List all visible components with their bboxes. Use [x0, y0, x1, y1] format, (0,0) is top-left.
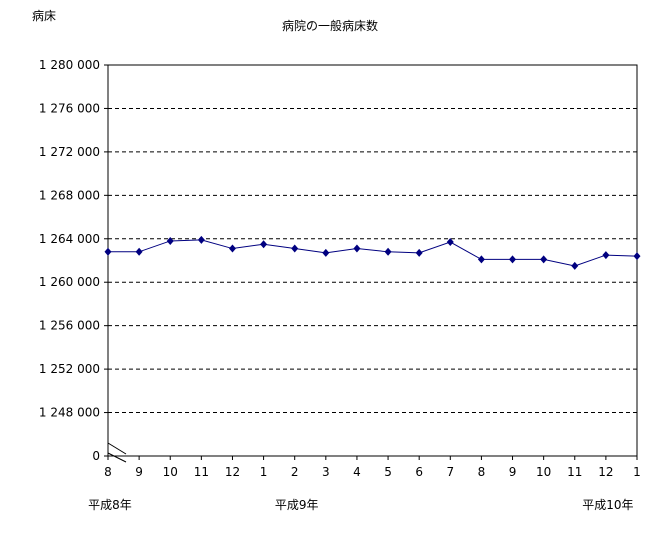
data-point: [166, 236, 174, 245]
x-tick-label: 12: [225, 465, 240, 479]
data-point: [260, 240, 268, 249]
y-tick-label: 1 264 000: [39, 232, 100, 246]
data-point: [446, 238, 454, 247]
x-tick-label: 10: [163, 465, 178, 479]
x-tick-label: 6: [415, 465, 423, 479]
data-point: [602, 251, 610, 260]
x-tick-label: 10: [536, 465, 551, 479]
year-label: 平成8年: [88, 498, 132, 512]
data-point: [104, 247, 112, 256]
year-label: 平成10年: [582, 498, 633, 512]
x-tick-label: 8: [478, 465, 486, 479]
x-tick-label: 1: [633, 465, 641, 479]
plot-border: [107, 64, 638, 457]
x-tick-label: 9: [509, 465, 517, 479]
year-label: 平成9年: [275, 498, 319, 512]
data-point: [415, 248, 423, 257]
x-tick-label: 7: [446, 465, 454, 479]
data-point: [571, 261, 579, 270]
axis-break-mark: [107, 452, 127, 463]
y-tick-label: 1 248 000: [39, 406, 100, 420]
x-tick-label: 2: [291, 465, 299, 479]
y-tick-label: 1 268 000: [39, 188, 100, 202]
data-point: [477, 255, 485, 264]
x-tick-label: 11: [567, 465, 582, 479]
data-point: [633, 252, 641, 261]
y-tick-label: 1 260 000: [39, 275, 100, 289]
y-tick-label: 1 256 000: [39, 319, 100, 333]
data-point: [135, 247, 143, 256]
data-point: [322, 248, 330, 257]
data-point: [509, 255, 517, 264]
chart-title: 病院の一般病床数: [282, 18, 378, 33]
y-tick-label: 1 252 000: [39, 362, 100, 376]
x-tick-label: 12: [598, 465, 613, 479]
data-point: [197, 235, 205, 244]
x-tick-label: 4: [353, 465, 361, 479]
y-tick-label: 0: [92, 449, 100, 463]
data-point: [228, 244, 236, 253]
x-tick-label: 3: [322, 465, 330, 479]
series-line: [108, 239, 638, 267]
x-tick-label: 9: [135, 465, 143, 479]
data-point: [384, 247, 392, 256]
axis-break-mark: [107, 442, 127, 455]
data-point: [540, 255, 548, 264]
data-point: [291, 244, 299, 253]
y-tick-label: 1 272 000: [39, 145, 100, 159]
data-point: [353, 244, 361, 253]
x-tick-label: 1: [260, 465, 268, 479]
x-tick-label: 11: [194, 465, 209, 479]
y-tick-label: 1 280 000: [39, 58, 100, 72]
y-tick-label: 1 276 000: [39, 101, 100, 115]
y-axis-label: 病床: [32, 8, 56, 23]
x-tick-label: 5: [384, 465, 392, 479]
x-tick-label: 8: [104, 465, 112, 479]
